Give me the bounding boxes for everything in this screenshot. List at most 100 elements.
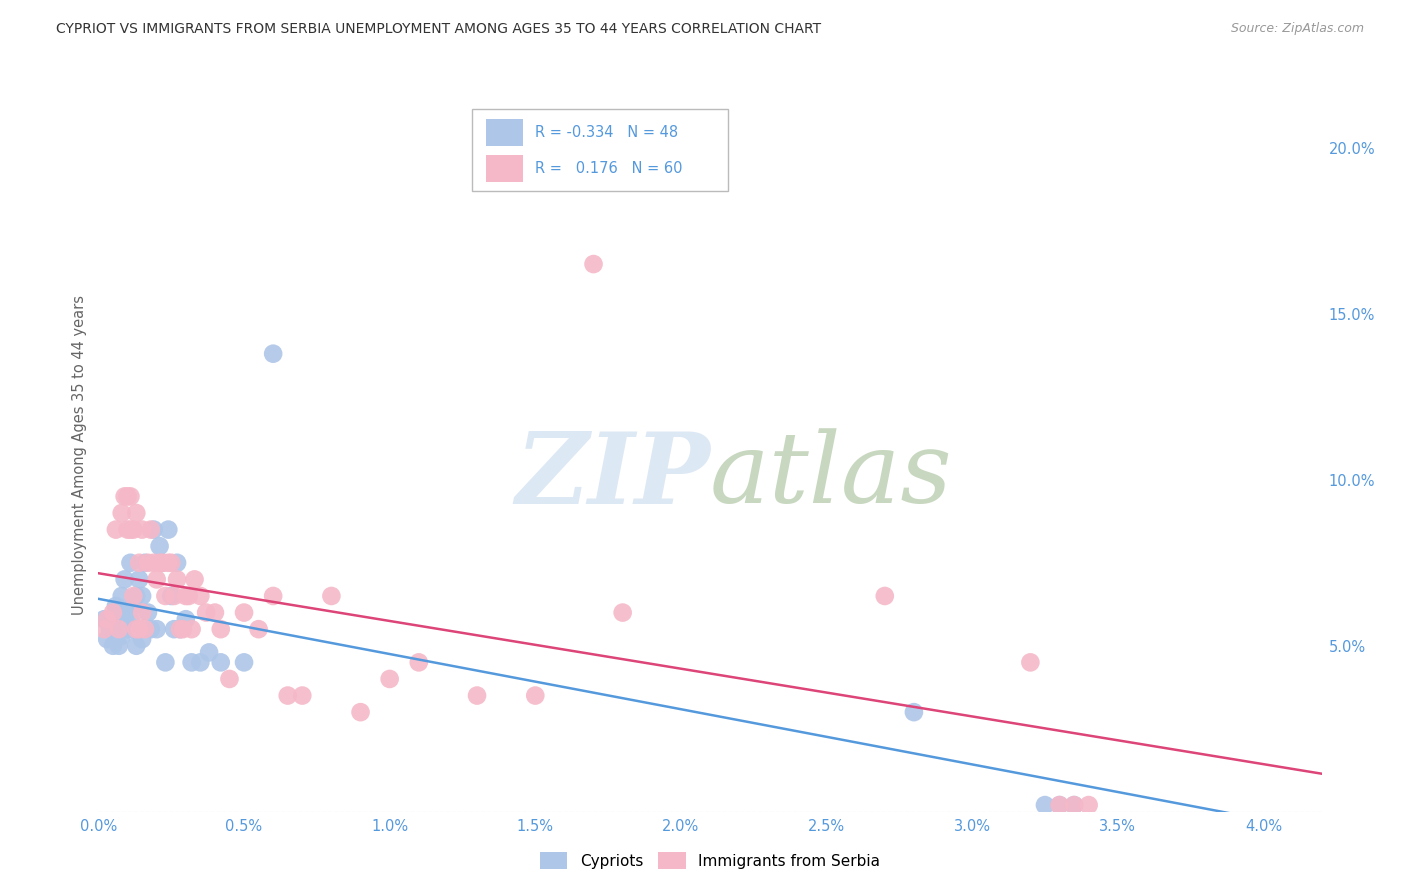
Point <box>180 622 202 636</box>
Point <box>233 656 256 670</box>
Point <box>157 556 180 570</box>
Point <box>117 523 139 537</box>
Point <box>166 556 188 570</box>
Point <box>160 589 183 603</box>
Text: R =   0.176   N = 60: R = 0.176 N = 60 <box>536 161 682 177</box>
Point <box>117 490 139 504</box>
Point <box>195 606 218 620</box>
Point <box>145 573 167 587</box>
Point <box>183 573 205 587</box>
Point <box>120 490 142 504</box>
Point <box>104 599 127 613</box>
Point <box>120 523 142 537</box>
Point <box>131 632 153 647</box>
Point <box>108 622 131 636</box>
Point <box>465 689 488 703</box>
Point <box>188 656 212 670</box>
Text: CYPRIOT VS IMMIGRANTS FROM SERBIA UNEMPLOYMENT AMONG AGES 35 TO 44 YEARS CORRELA: CYPRIOT VS IMMIGRANTS FROM SERBIA UNEMPL… <box>56 22 821 37</box>
Text: ZIP: ZIP <box>515 428 710 524</box>
Point <box>122 599 145 613</box>
Point <box>163 622 186 636</box>
Point <box>1063 798 1085 813</box>
Point <box>180 656 202 670</box>
Point <box>209 656 232 670</box>
Point <box>120 612 142 626</box>
Point <box>174 612 197 626</box>
Point <box>177 589 200 603</box>
Point <box>247 622 270 636</box>
Point <box>122 523 145 537</box>
Point <box>157 523 180 537</box>
Text: R = -0.334   N = 48: R = -0.334 N = 48 <box>536 125 678 140</box>
Point <box>149 556 172 570</box>
Point <box>120 556 142 570</box>
Point <box>139 622 162 636</box>
Point <box>1077 798 1099 813</box>
Point <box>98 622 121 636</box>
Point <box>233 606 256 620</box>
Point <box>1049 798 1071 813</box>
Point <box>198 645 221 659</box>
Point <box>93 612 115 626</box>
Point <box>378 672 401 686</box>
Point <box>111 629 134 643</box>
Point <box>152 556 174 570</box>
Point <box>262 589 284 603</box>
Point <box>122 622 145 636</box>
Point <box>104 523 127 537</box>
Point <box>321 589 343 603</box>
Point <box>125 639 148 653</box>
Point <box>204 606 226 620</box>
Point <box>125 506 148 520</box>
Point <box>169 622 191 636</box>
Legend: Cypriots, Immigrants from Serbia: Cypriots, Immigrants from Serbia <box>534 846 886 875</box>
Point <box>131 523 153 537</box>
Text: Source: ZipAtlas.com: Source: ZipAtlas.com <box>1230 22 1364 36</box>
Point <box>1049 798 1071 813</box>
Point <box>114 612 136 626</box>
Point <box>163 589 186 603</box>
Point <box>117 606 139 620</box>
Point <box>166 573 188 587</box>
Point <box>145 622 167 636</box>
Point <box>101 639 124 653</box>
Point <box>209 622 232 636</box>
Point <box>128 622 150 636</box>
Point <box>128 622 150 636</box>
Point <box>125 589 148 603</box>
Point <box>136 556 159 570</box>
Point <box>111 506 134 520</box>
Point <box>131 589 153 603</box>
Point <box>134 556 156 570</box>
Point <box>155 656 177 670</box>
Point <box>142 556 165 570</box>
Point <box>139 523 162 537</box>
Point <box>903 705 925 719</box>
Point <box>125 622 148 636</box>
Point <box>524 689 547 703</box>
Point <box>188 589 212 603</box>
Point <box>96 632 118 647</box>
Y-axis label: Unemployment Among Ages 35 to 44 years: Unemployment Among Ages 35 to 44 years <box>72 295 87 615</box>
Point <box>155 589 177 603</box>
Point <box>582 257 605 271</box>
Point <box>128 556 150 570</box>
Point <box>104 622 127 636</box>
Point <box>108 639 131 653</box>
Point <box>101 606 124 620</box>
Point <box>218 672 240 686</box>
Point <box>262 347 284 361</box>
Point <box>1033 798 1056 813</box>
Point <box>408 656 430 670</box>
Point <box>136 606 159 620</box>
Point <box>169 622 191 636</box>
Point <box>122 589 145 603</box>
Text: atlas: atlas <box>710 429 953 524</box>
Point <box>172 622 194 636</box>
Point <box>291 689 314 703</box>
Point <box>108 606 131 620</box>
Point <box>277 689 299 703</box>
FancyBboxPatch shape <box>486 119 523 146</box>
Point <box>1019 656 1042 670</box>
Point <box>142 523 165 537</box>
